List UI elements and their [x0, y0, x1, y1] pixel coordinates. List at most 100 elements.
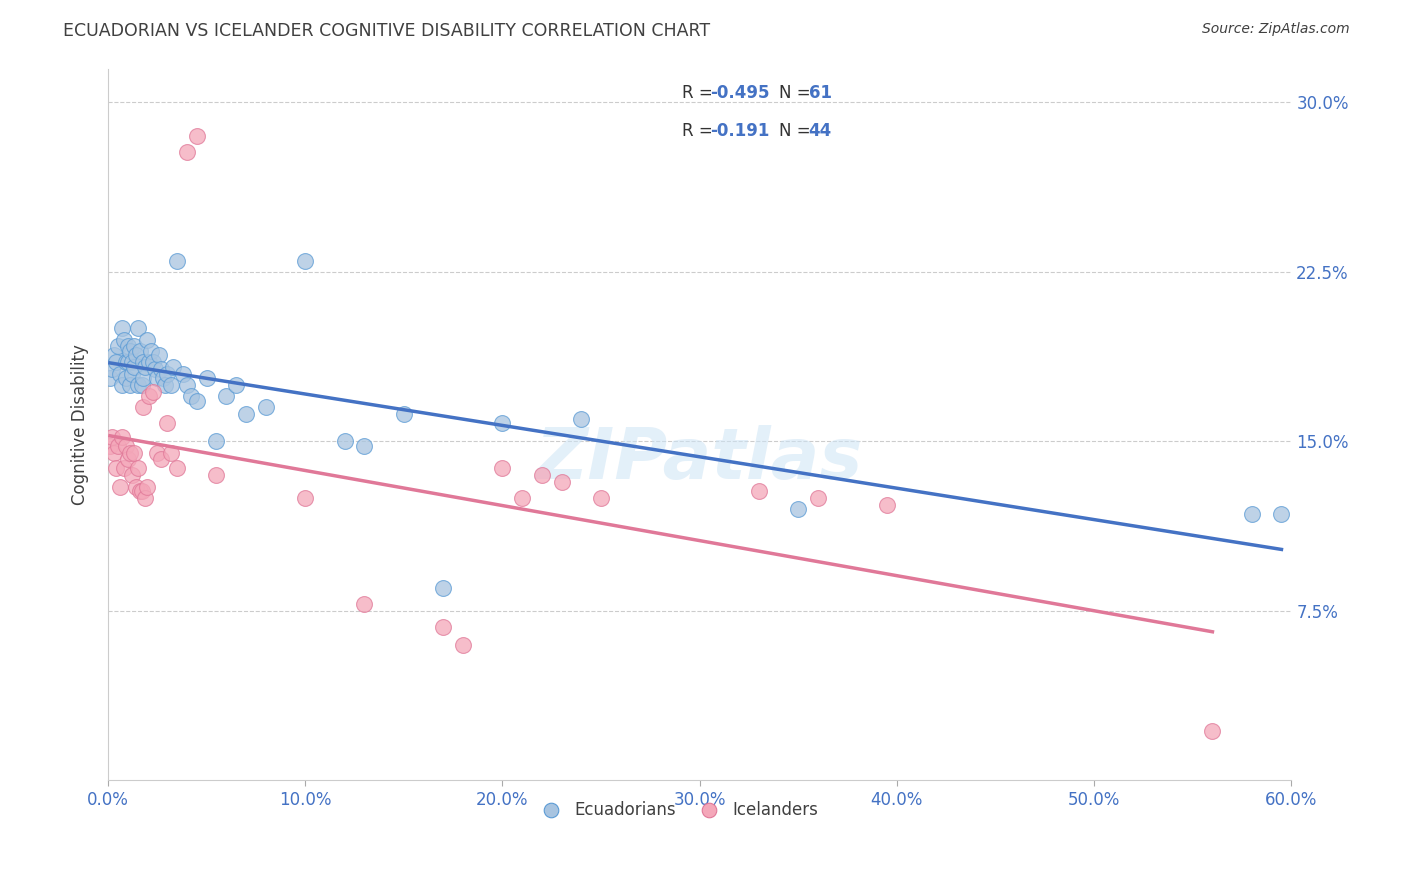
- Point: [510, 491, 533, 505]
- Point: [150, 362, 173, 376]
- Point: [122, 339, 145, 353]
- Text: ZIPatlas: ZIPatlas: [536, 425, 863, 494]
- Point: [124, 479, 146, 493]
- Point: [153, 377, 176, 392]
- Point: [589, 491, 612, 505]
- Point: [112, 333, 135, 347]
- Point: [186, 393, 208, 408]
- Point: [134, 359, 156, 374]
- Point: [118, 445, 141, 459]
- Point: [215, 389, 238, 403]
- Point: [98, 371, 121, 385]
- Point: [122, 359, 145, 374]
- Point: [127, 321, 149, 335]
- Point: [121, 355, 143, 369]
- Point: [530, 468, 553, 483]
- Point: [132, 401, 155, 415]
- Text: -0.495: -0.495: [710, 85, 770, 103]
- Point: [136, 479, 159, 493]
- Point: [128, 343, 150, 358]
- Point: [107, 439, 129, 453]
- Point: [118, 377, 141, 392]
- Point: [491, 461, 513, 475]
- Point: [353, 439, 375, 453]
- Point: [103, 445, 125, 459]
- Point: [294, 253, 316, 268]
- Point: [148, 349, 170, 363]
- Text: ECUADORIAN VS ICELANDER COGNITIVE DISABILITY CORRELATION CHART: ECUADORIAN VS ICELANDER COGNITIVE DISABI…: [63, 22, 710, 40]
- Point: [550, 475, 572, 489]
- Text: 61: 61: [808, 85, 831, 103]
- Point: [876, 498, 898, 512]
- Point: [141, 343, 163, 358]
- Text: N =: N =: [779, 85, 815, 103]
- Point: [131, 484, 153, 499]
- Point: [152, 371, 174, 385]
- Point: [128, 484, 150, 499]
- Point: [146, 445, 169, 459]
- Point: [136, 333, 159, 347]
- Point: [162, 359, 184, 374]
- Point: [787, 502, 810, 516]
- Point: [124, 349, 146, 363]
- Point: [121, 468, 143, 483]
- Point: [186, 129, 208, 144]
- Point: [205, 468, 228, 483]
- Point: [432, 581, 454, 595]
- Point: [225, 377, 247, 392]
- Legend: Ecuadorians, Icelanders: Ecuadorians, Icelanders: [527, 794, 825, 825]
- Point: [180, 389, 202, 403]
- Point: [146, 371, 169, 385]
- Point: [254, 401, 277, 415]
- Point: [142, 384, 165, 399]
- Point: [176, 145, 198, 160]
- Point: [156, 417, 179, 431]
- Point: [104, 355, 127, 369]
- Point: [114, 355, 136, 369]
- Point: [491, 417, 513, 431]
- Point: [160, 445, 183, 459]
- Point: [451, 638, 474, 652]
- Point: [748, 484, 770, 499]
- Point: [432, 620, 454, 634]
- Point: [353, 597, 375, 611]
- Point: [114, 371, 136, 385]
- Point: [117, 452, 139, 467]
- Text: N =: N =: [779, 122, 815, 140]
- Point: [108, 367, 131, 381]
- Point: [104, 461, 127, 475]
- Text: -0.191: -0.191: [710, 122, 769, 140]
- Point: [205, 434, 228, 449]
- Point: [111, 377, 134, 392]
- Point: [195, 371, 218, 385]
- Point: [101, 362, 124, 376]
- Point: [101, 430, 124, 444]
- Point: [121, 367, 143, 381]
- Point: [108, 479, 131, 493]
- Text: Source: ZipAtlas.com: Source: ZipAtlas.com: [1202, 22, 1350, 37]
- Point: [122, 445, 145, 459]
- Point: [1270, 507, 1292, 521]
- Text: R =: R =: [682, 122, 723, 140]
- Point: [150, 452, 173, 467]
- Point: [118, 343, 141, 358]
- Point: [235, 407, 257, 421]
- Point: [132, 371, 155, 385]
- Point: [807, 491, 830, 505]
- Point: [172, 367, 194, 381]
- Point: [103, 349, 125, 363]
- Point: [333, 434, 356, 449]
- Point: [392, 407, 415, 421]
- Point: [294, 491, 316, 505]
- Point: [143, 362, 166, 376]
- Point: [142, 355, 165, 369]
- Point: [127, 377, 149, 392]
- Point: [107, 339, 129, 353]
- Text: 44: 44: [808, 122, 832, 140]
- Point: [166, 253, 188, 268]
- Point: [132, 355, 155, 369]
- Point: [156, 367, 179, 381]
- Point: [111, 430, 134, 444]
- Point: [112, 461, 135, 475]
- Point: [117, 339, 139, 353]
